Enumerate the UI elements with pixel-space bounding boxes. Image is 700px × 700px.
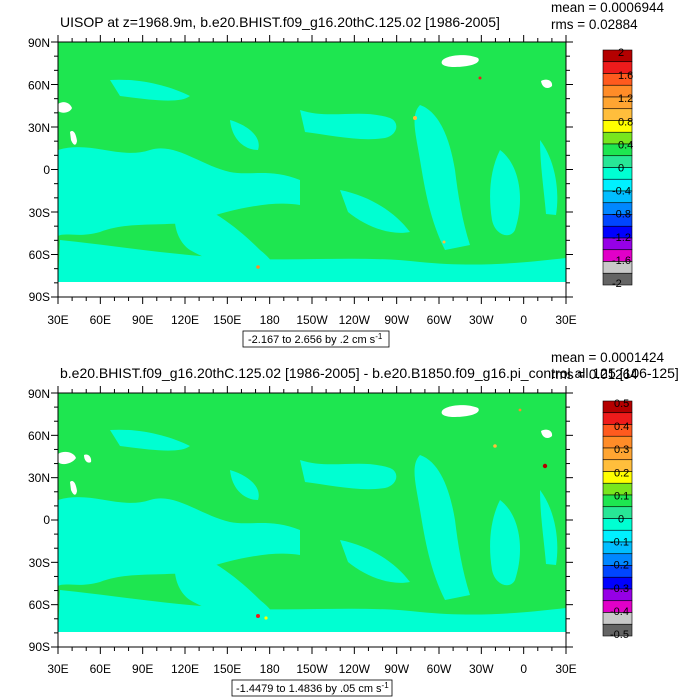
lon-label: 30E (47, 313, 68, 327)
lon-label: 0 (520, 313, 527, 327)
colorbar-label: -0.2 (610, 560, 629, 572)
lon-label: 150E (213, 662, 241, 676)
colorbar-label: 0.2 (614, 467, 629, 479)
contour-range-label: -2.167 to 2.656 by .2 cm s-1 (248, 332, 383, 346)
lat-label: 60S (29, 598, 50, 612)
lat-label: 60S (29, 248, 50, 262)
colorbar-labels: 0.5 0.4 0.3 0.2 0.1 0 -0.1 -0.2 -0.3 -0.… (610, 398, 629, 641)
lat-label: 90S (29, 640, 50, 654)
colorbar-label: 0.3 (614, 444, 629, 456)
anomaly-spot (256, 614, 260, 618)
lat-label: 30S (29, 556, 50, 570)
lon-label: 180 (260, 313, 280, 327)
latitude-labels: 90N 60N 30N 0 30S 60S 90S (28, 387, 50, 654)
anomaly-spot (518, 408, 522, 412)
colorbar-label: 0 (618, 163, 624, 175)
anomaly-spot (493, 444, 497, 448)
contour-range-label: -1.4479 to 1.4836 by .05 cm s-1 (236, 681, 389, 695)
latitude-labels: 90N 60N 30N 0 30S 60S 90S (28, 36, 50, 304)
axis-ticks (51, 386, 573, 654)
lon-label: 90E (132, 313, 153, 327)
colorbar-label: 0.1 (614, 490, 629, 502)
colorbar-labels: 2 1.6 1.2 0.8 0.4 0 -0.4 -0.8 -1.2 -1.6 … (612, 47, 633, 290)
lat-label: 30N (28, 471, 50, 485)
colorbar-label: -2 (612, 278, 622, 290)
rms-stat: rms = 0.01264 (551, 367, 638, 382)
map-field (58, 42, 566, 297)
colorbar-label: 1.2 (618, 93, 633, 105)
anomaly-spot (442, 240, 446, 244)
colorbar-label: -0.8 (612, 209, 631, 221)
anomaly-spot (542, 463, 548, 469)
colorbar-label: 1.6 (618, 70, 633, 82)
colorbar-label: -0.1 (610, 537, 629, 549)
lon-label: 30W (469, 313, 494, 327)
cyan-bands (58, 79, 566, 283)
colorbar-label: 0.5 (614, 398, 629, 410)
contour-range-box (242, 330, 390, 348)
lon-label: 60E (90, 313, 111, 327)
lon-label: 120W (339, 313, 371, 327)
colorbar-label: -1.6 (612, 255, 631, 267)
contour-range-box (231, 679, 393, 697)
lon-label: 30E (555, 662, 576, 676)
lon-label: 150E (213, 313, 241, 327)
cyan-bands (58, 429, 566, 632)
colorbar (602, 400, 633, 637)
lon-label: 120E (171, 662, 199, 676)
panel-title: UISOP at z=1968.9m, b.e20.BHIST.f09_g16.… (60, 14, 500, 30)
colorbar-label: -0.3 (610, 583, 629, 595)
colorbar-label: 0 (618, 514, 624, 526)
lon-label: 120W (339, 662, 371, 676)
lon-label: 90W (384, 662, 409, 676)
lat-label: 90S (29, 290, 50, 304)
colorbar-label: -0.4 (610, 606, 629, 618)
map-panel-bottom: b.e20.BHIST.f09_g16.20thC.125.02 [1986-2… (28, 350, 679, 697)
lon-label: 60W (427, 662, 452, 676)
anomaly-spot (478, 76, 482, 80)
axis-ticks (51, 35, 573, 304)
lon-label: 60W (427, 313, 452, 327)
anomaly-spot (256, 265, 260, 269)
lon-label: 30W (469, 662, 494, 676)
map-field (58, 393, 566, 647)
lat-label: 0 (43, 163, 50, 177)
mean-stat: mean = 0.0006944 (551, 0, 664, 15)
colorbar-label: 2 (618, 47, 624, 59)
anomaly-spot (264, 616, 268, 620)
lon-label: 90W (384, 313, 409, 327)
lat-label: 90N (28, 387, 50, 401)
longitude-labels: 30E 60E 90E 120E 150E 180 150W 120W 90W … (47, 313, 576, 327)
colorbar (602, 49, 633, 286)
lat-label: 30N (28, 121, 50, 135)
longitude-labels: 30E 60E 90E 120E 150E 180 150W 120W 90W … (47, 662, 576, 676)
colorbar-swatch (602, 272, 633, 286)
lat-label: 60N (28, 429, 50, 443)
lat-label: 60N (28, 79, 50, 93)
lon-label: 150W (296, 313, 328, 327)
colorbar-swatch (602, 623, 633, 637)
lon-label: 90E (132, 662, 153, 676)
lon-label: 150W (296, 662, 328, 676)
colorbar-label: -0.5 (610, 629, 629, 641)
mean-stat: mean = 0.0001424 (551, 350, 664, 365)
lon-label: 180 (260, 662, 280, 676)
lat-label: 90N (28, 36, 50, 50)
lon-label: 30E (47, 662, 68, 676)
colorbar-label: -1.2 (612, 232, 631, 244)
colorbar-label: -0.4 (612, 186, 631, 198)
lat-label: 30S (29, 206, 50, 220)
colorbar-label: 0.4 (614, 421, 629, 433)
colorbar-label: 0.8 (618, 116, 633, 128)
lon-label: 0 (520, 662, 527, 676)
map-panel-top: UISOP at z=1968.9m, b.e20.BHIST.f09_g16.… (28, 0, 664, 348)
panel-title: b.e20.BHIST.f09_g16.20thC.125.02 [1986-2… (60, 365, 679, 381)
anomaly-spot (413, 116, 417, 120)
lon-label: 60E (90, 662, 111, 676)
colorbar-label: 0.4 (618, 139, 633, 151)
rms-stat: rms = 0.02884 (551, 17, 638, 32)
lon-label: 120E (171, 313, 199, 327)
lon-label: 30E (555, 313, 576, 327)
lat-label: 0 (43, 513, 50, 527)
